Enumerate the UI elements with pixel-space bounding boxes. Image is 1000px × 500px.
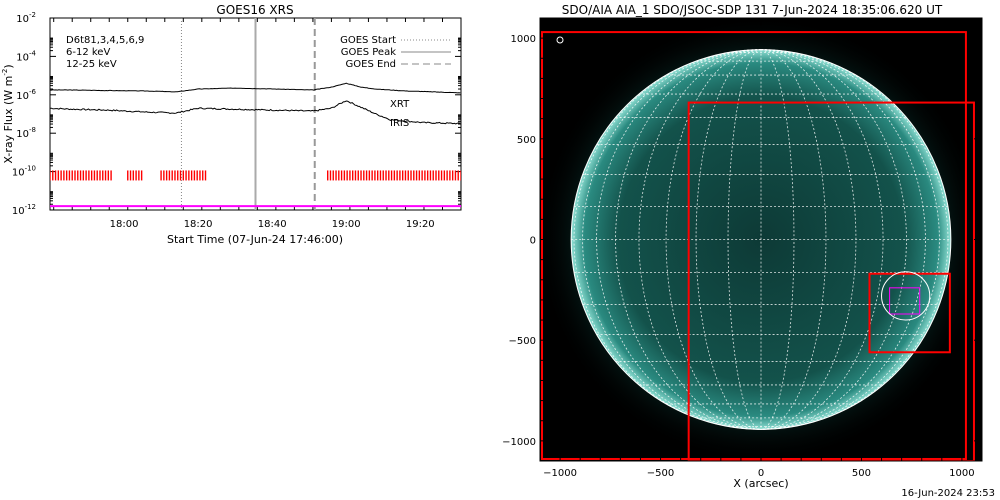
legend-goes-start: GOES Start: [340, 35, 396, 46]
legend-goes-peak: GOES Peak: [341, 47, 396, 58]
aia-legend-circle-icon: [556, 36, 564, 44]
aia-axis-ticks: −1000 −500 0 500 1000 −1000 −500 0 500 1000: [502, 18, 982, 479]
aia-y-tick-label: −500: [509, 336, 536, 347]
lc-y-tick-base: 10: [16, 52, 29, 63]
lc-y-tick-exp: -10: [25, 165, 36, 173]
lc-y-tick-base: 10: [16, 91, 29, 102]
lc-y-tick-base: 10: [16, 14, 29, 25]
aia-y-tick-label: 500: [517, 135, 536, 146]
lc-y-axis-label-close: ): [2, 64, 15, 68]
lc-y-tick-base: 10: [16, 129, 29, 140]
lc-y-tick-exp: -2: [29, 11, 36, 19]
grid-longitude-line: [582, 49, 762, 430]
lc-iris-label: IRIS: [390, 118, 409, 129]
lc-series: [50, 82, 461, 208]
aia-x-axis-label: X (arcsec): [733, 477, 788, 490]
xrt-fov-small-box: [868, 272, 951, 354]
lc-coverage-bars: [50, 170, 461, 181]
grid-longitude-line: [665, 49, 762, 430]
aia-x-tick-label: 0: [758, 468, 764, 479]
lc-y-tick-label: 10-6: [16, 88, 36, 102]
grid-longitude-line: [760, 49, 907, 430]
grid-longitude-line: [760, 49, 827, 430]
lc-series-high: [50, 82, 461, 94]
lc-series-low: [50, 100, 461, 125]
heliographic-grid: [571, 49, 951, 430]
fov-boxes: [541, 31, 975, 461]
aia-y-tick-label: 0: [530, 236, 536, 247]
grid-longitude-line: [760, 49, 949, 430]
footer-timestamp: 16-Jun-2024 23:53: [901, 488, 995, 499]
lc-y-tick-label: 10-2: [16, 11, 36, 25]
lc-y-tick-exp: -8: [29, 126, 36, 134]
lc-y-tick-label: 10-10: [12, 165, 36, 179]
lc-y-tick-label: 10-8: [16, 126, 36, 140]
grid-longitude-line: [727, 49, 762, 430]
grid-longitude-line: [596, 49, 762, 430]
lc-event-lines: [180, 18, 316, 210]
lc-x-tick-label: 18:40: [258, 219, 287, 230]
lc-x-tick-label: 19:00: [332, 219, 361, 230]
aia-x-tick-label: 500: [852, 468, 871, 479]
aia-y-tick-label: 1000: [511, 34, 536, 45]
aia-x-tick-label: 1000: [949, 468, 974, 479]
grid-longitude-line: [695, 49, 762, 430]
grid-longitude-line: [573, 49, 762, 430]
legend-6-12-kev: 6-12 keV: [66, 47, 110, 58]
legend-12-25-kev: 12-25 keV: [66, 59, 117, 70]
lc-y-tick-label: 10-4: [16, 49, 36, 63]
aia-x-tick-label: −500: [647, 468, 674, 479]
lc-y-tick-label: 10-12: [12, 203, 36, 217]
grid-longitude-line: [760, 49, 926, 430]
grid-longitude-line: [760, 49, 795, 430]
lc-xrt-label: XRT: [390, 99, 410, 110]
aia-y-tick-label: −1000: [502, 437, 536, 448]
grid-longitude-line: [760, 49, 884, 430]
lc-y-axis-label-sup: -2: [1, 69, 9, 76]
xrt-fov-label: XRT FOV: [552, 422, 595, 433]
lc-x-tick-label: 18:20: [184, 219, 213, 230]
solar-limb: [570, 49, 952, 430]
lc-y-tick-base: 10: [12, 168, 25, 179]
lc-y-axis-label: X-ray Flux (W m-2): [1, 64, 15, 163]
lc-x-tick-label: 19:20: [406, 219, 435, 230]
lc-x-axis-label: Start Time (07-Jun-24 17:46:00): [167, 233, 343, 246]
aia-x-tick-label: −1000: [543, 468, 577, 479]
lc-y-tick-exp: -4: [29, 49, 37, 57]
grid-longitude-line: [760, 49, 940, 430]
lc-legend-left: D6t81,3,4,5,6,9 6-12 keV 12-25 keV: [66, 35, 144, 70]
aia-image-panel: SDO/AIA AIA_1 SDO/JSOC-SDP 131 7-Jun-202…: [502, 3, 983, 490]
lc-y-tick-exp: -6: [29, 88, 37, 96]
lc-title: GOES16 XRS: [216, 3, 293, 17]
lc-x-tick-label: 18:00: [110, 219, 139, 230]
grid-longitude-line: [615, 49, 762, 430]
aia-legend: AIA flare location: [556, 35, 653, 46]
lc-legend-right: GOES Start GOES Peak GOES End: [340, 35, 451, 70]
grid-longitude-line: [760, 49, 857, 430]
grid-longitude-line: [638, 49, 762, 430]
lc-y-tick-base: 10: [12, 206, 25, 217]
lc-y-axis-label-main: X-ray Flux (W m: [2, 76, 15, 164]
xrt-fov-medium-box: [687, 101, 975, 461]
aia-title: SDO/AIA AIA_1 SDO/JSOC-SDP 131 7-Jun-202…: [562, 3, 943, 17]
legend-detectors: D6t81,3,4,5,6,9: [66, 35, 144, 46]
aia-legend-label: AIA flare location: [568, 35, 653, 46]
iris-fov-label: IRIS FOV: [552, 434, 595, 445]
lc-x-ticks: 18:00 18:20 18:40 19:00 19:20: [53, 18, 462, 230]
aia-flare-location-marker: [881, 271, 931, 321]
xrt-fov-large-box: [541, 31, 967, 460]
lc-y-tick-exp: -12: [25, 203, 36, 211]
legend-goes-end: GOES End: [346, 59, 396, 70]
iris-fov-box: [889, 287, 921, 315]
